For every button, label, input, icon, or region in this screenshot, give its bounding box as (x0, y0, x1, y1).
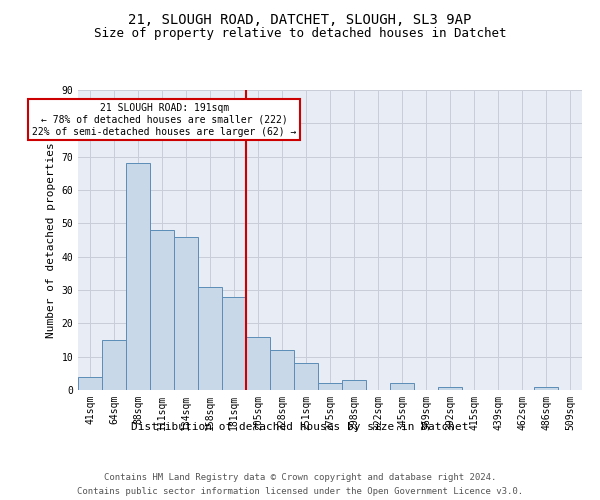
Bar (150, 230, 174, 390)
Bar (390, 384, 414, 390)
Bar (126, 164, 150, 390)
Bar (174, 236, 198, 390)
Bar (270, 350, 294, 390)
Text: Size of property relative to detached houses in Datchet: Size of property relative to detached ho… (94, 28, 506, 40)
Bar (318, 384, 342, 390)
Text: Contains HM Land Registry data © Crown copyright and database right 2024.: Contains HM Land Registry data © Crown c… (104, 472, 496, 482)
Y-axis label: Number of detached properties: Number of detached properties (46, 142, 56, 338)
Text: Contains public sector information licensed under the Open Government Licence v3: Contains public sector information licen… (77, 488, 523, 496)
Bar (78, 376, 102, 390)
Bar (342, 380, 366, 390)
Bar (438, 386, 462, 390)
Bar (102, 340, 126, 390)
Bar (222, 296, 246, 390)
Bar (246, 336, 270, 390)
Bar (534, 386, 558, 390)
Text: 21 SLOUGH ROAD: 191sqm
← 78% of detached houses are smaller (222)
22% of semi-de: 21 SLOUGH ROAD: 191sqm ← 78% of detached… (32, 104, 296, 136)
Text: Distribution of detached houses by size in Datchet: Distribution of detached houses by size … (131, 422, 469, 432)
Text: 21, SLOUGH ROAD, DATCHET, SLOUGH, SL3 9AP: 21, SLOUGH ROAD, DATCHET, SLOUGH, SL3 9A… (128, 12, 472, 26)
Bar (198, 286, 222, 390)
Bar (294, 364, 318, 390)
